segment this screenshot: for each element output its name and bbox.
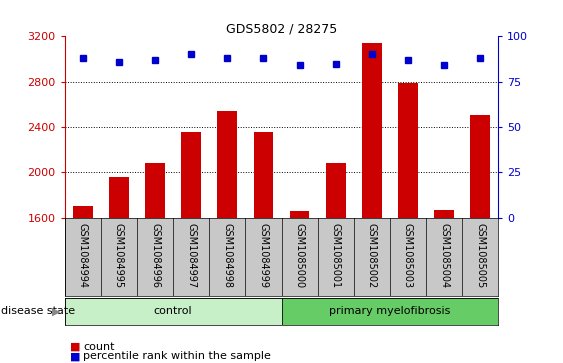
Bar <box>326 163 346 218</box>
Text: GSM1085005: GSM1085005 <box>475 223 485 289</box>
Text: GSM1084994: GSM1084994 <box>78 223 88 288</box>
Text: GSM1085003: GSM1085003 <box>403 223 413 288</box>
Bar <box>73 207 93 218</box>
Bar <box>362 43 382 218</box>
Bar <box>217 111 237 218</box>
Text: ▶: ▶ <box>52 306 61 316</box>
Text: primary myelofibrosis: primary myelofibrosis <box>329 306 450 316</box>
Bar <box>109 177 129 218</box>
Bar <box>282 298 498 325</box>
Text: GSM1084999: GSM1084999 <box>258 223 269 288</box>
Bar <box>289 211 310 218</box>
Text: GSM1084996: GSM1084996 <box>150 223 160 288</box>
Text: GSM1085004: GSM1085004 <box>439 223 449 288</box>
Bar <box>181 131 201 218</box>
Text: percentile rank within the sample: percentile rank within the sample <box>83 351 271 362</box>
Text: GSM1085002: GSM1085002 <box>367 223 377 289</box>
Bar <box>470 115 490 218</box>
Text: GSM1084997: GSM1084997 <box>186 223 196 288</box>
Text: ■: ■ <box>70 342 81 352</box>
Title: GDS5802 / 28275: GDS5802 / 28275 <box>226 22 337 35</box>
Bar <box>65 298 282 325</box>
Text: disease state: disease state <box>1 306 75 316</box>
Text: GSM1084998: GSM1084998 <box>222 223 233 288</box>
Text: GSM1084995: GSM1084995 <box>114 223 124 288</box>
Text: ■: ■ <box>70 351 81 362</box>
Text: control: control <box>154 306 193 316</box>
Bar <box>253 131 274 218</box>
Text: GSM1085001: GSM1085001 <box>330 223 341 288</box>
Text: count: count <box>83 342 115 352</box>
Bar <box>434 210 454 218</box>
Text: GSM1085000: GSM1085000 <box>294 223 305 288</box>
Bar <box>145 163 165 218</box>
Bar <box>398 83 418 218</box>
